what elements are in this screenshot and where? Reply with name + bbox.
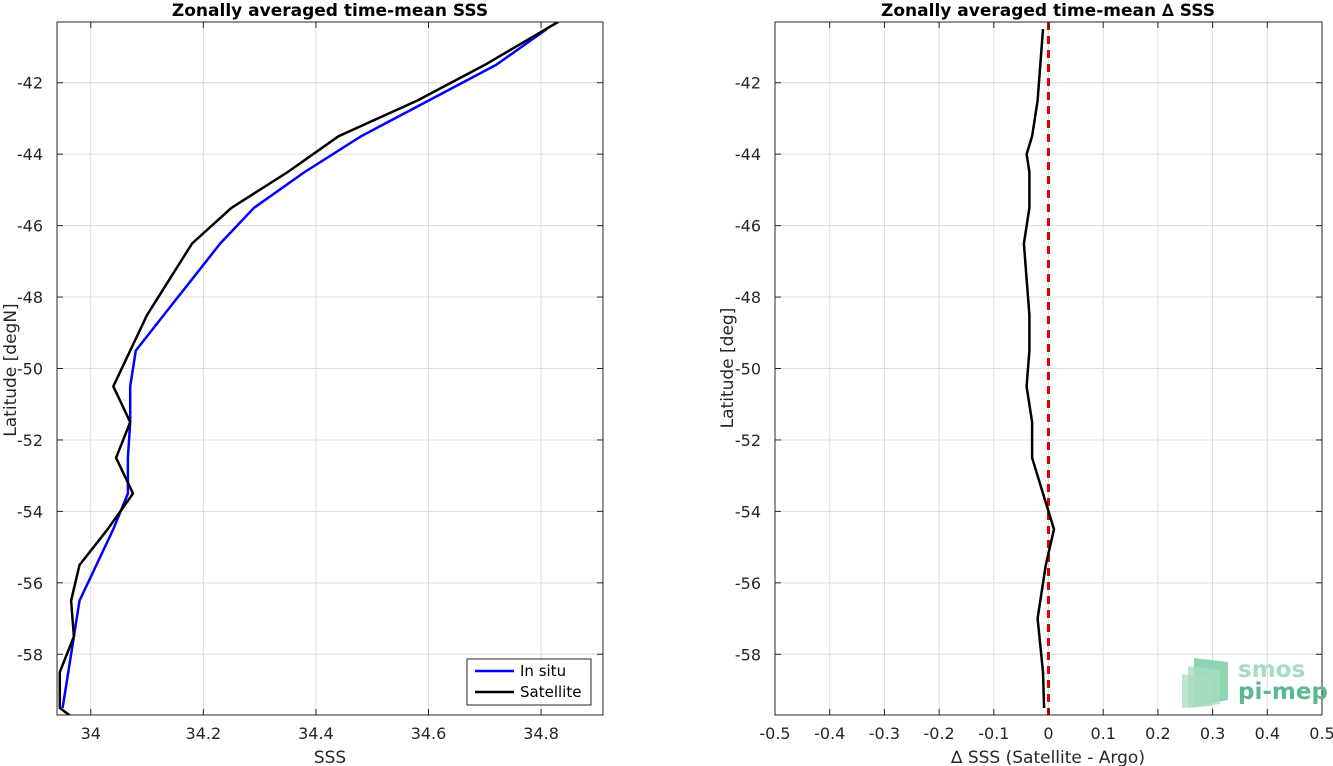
sss-chart-title: Zonally averaged time-mean SSS: [172, 1, 488, 21]
logo-text-smos: smos: [1238, 657, 1305, 683]
sss-ticks: 34 34.2 34.4 34.6 34.8 -42 -44 -46 -48 -50 -52 -54 -…: [17, 22, 603, 743]
smos-pi-mep-logo: smos pi-mep: [1182, 657, 1328, 708]
logo-text-pi-mep: pi-mep: [1238, 679, 1328, 705]
sss-x-tick-label: 34.6: [411, 724, 447, 743]
legend-box: [466, 658, 592, 706]
delta-sss-x-axis-label: ∆ SSS (Satellite - Argo): [950, 748, 1145, 766]
delta-sss-y-tick-label: -56: [735, 574, 761, 593]
delta-sss-x-tick-label: -0.2: [923, 724, 954, 743]
delta-sss-y-tick-label: -46: [735, 217, 761, 236]
sss-y-tick-label: -54: [17, 502, 43, 521]
delta-sss-series-group: [1022, 22, 1056, 715]
delta-sss-x-tick-label: 0.3: [1200, 724, 1225, 743]
sss-grid: [57, 22, 603, 715]
delta-sss-x-tick-label: 0.5: [1309, 724, 1333, 743]
sss-series-group: [58, 22, 559, 715]
delta-sss-y-tick-label: -48: [735, 288, 761, 307]
sss-series-line-in-situ: [61, 28, 548, 709]
delta-sss-y-tick-label: -52: [735, 431, 761, 450]
sss-x-tick-label: 34.4: [298, 724, 334, 743]
delta-sss-x-tick-label: 0.1: [1090, 724, 1115, 743]
sss-legend[interactable]: In situ Satellite: [466, 658, 592, 706]
sss-y-tick-label: -44: [17, 145, 43, 164]
delta-sss-x-tick-label: -0.1: [978, 724, 1009, 743]
legend-label-in-situ: In situ: [520, 662, 566, 680]
sss-x-tick-label: 34.8: [523, 724, 559, 743]
delta-sss-x-tick-label: -0.3: [869, 724, 900, 743]
delta-sss-x-tick-label: 0: [1043, 724, 1053, 743]
sss-y-tick-label: -46: [17, 217, 43, 236]
logo-layer-front: [1182, 674, 1212, 708]
delta-sss-x-tick-label: 0.2: [1145, 724, 1170, 743]
delta-sss-y-tick-label: -44: [735, 145, 761, 164]
sss-y-axis-label: Latitude [degN]: [1, 303, 21, 436]
delta-sss-ticks: -0.5 -0.4 -0.3 -0.2 -0.1 0 0.1 0.2 0.3 0.4 0.5 -42 -…: [735, 22, 1333, 743]
delta-sss-x-tick-label: -0.5: [759, 724, 790, 743]
sss-x-axis-label: SSS: [314, 748, 346, 766]
sss-y-tick-label: -58: [17, 645, 43, 664]
sss-y-tick-label: -48: [17, 288, 43, 307]
delta-sss-panel: -0.5 -0.4 -0.3 -0.2 -0.1 0 0.1 0.2 0.3 0.4 0.5 -42 -…: [718, 1, 1333, 766]
sss-x-tick-label: 34: [81, 724, 101, 743]
sss-panel: 34 34.2 34.4 34.6 34.8 -42 -44 -46 -48 -50 -52 -54 -…: [1, 1, 604, 766]
delta-sss-series-line-series-0: [1022, 29, 1056, 708]
delta-sss-chart-title: Zonally averaged time-mean ∆ SSS: [881, 1, 1215, 21]
delta-sss-y-axis-label: Latitude [deg]: [718, 308, 738, 429]
delta-sss-y-tick-label: -50: [735, 360, 761, 379]
sss-y-tick-label: -42: [17, 74, 43, 93]
delta-sss-y-tick-label: -42: [735, 74, 761, 93]
sss-y-tick-label: -56: [17, 574, 43, 593]
legend-label-satellite: Satellite: [520, 683, 581, 701]
sss-y-tick-label: -50: [17, 360, 43, 379]
delta-sss-x-tick-label: -0.4: [814, 724, 845, 743]
sss-series-line-satellite: [58, 22, 559, 715]
sss-y-tick-label: -52: [17, 431, 43, 450]
delta-sss-y-tick-label: -54: [735, 502, 761, 521]
delta-sss-y-tick-label: -58: [735, 645, 761, 664]
sss-x-tick-label: 34.2: [186, 724, 222, 743]
delta-sss-x-tick-label: 0.4: [1255, 724, 1280, 743]
